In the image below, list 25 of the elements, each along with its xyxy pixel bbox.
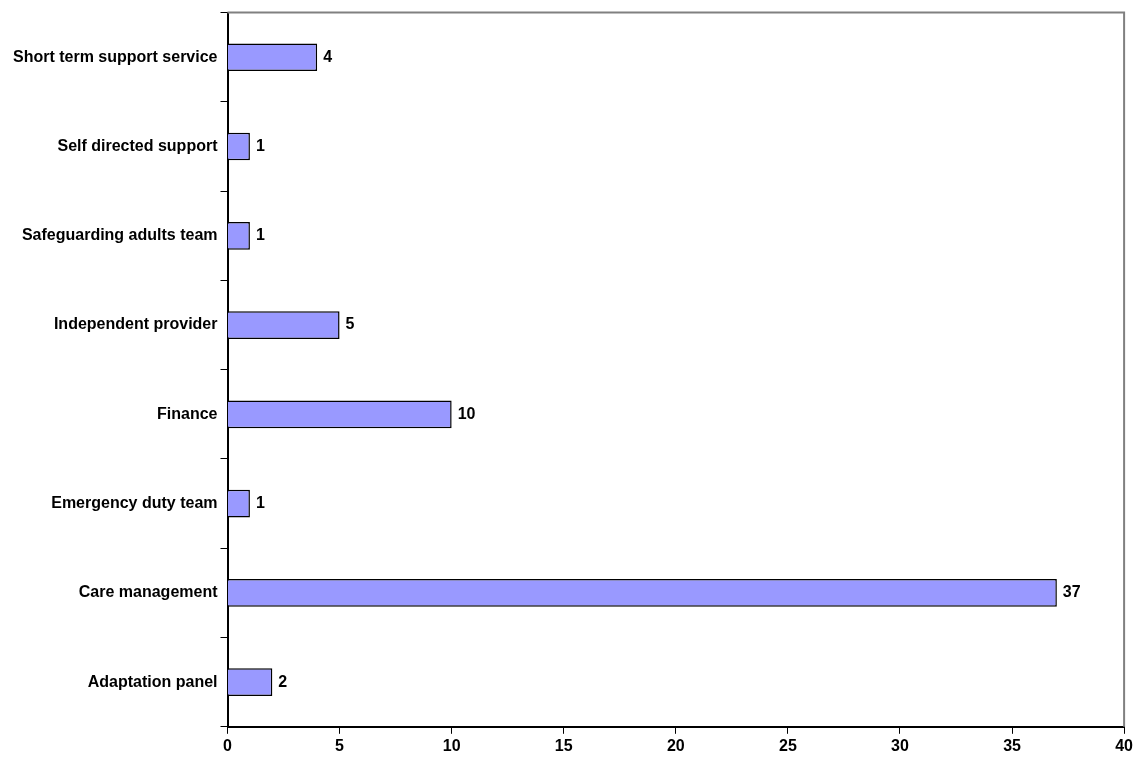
x-tick-label: 30 [891,736,909,754]
x-tick-label: 10 [442,736,461,754]
x-tick-label: 25 [778,736,797,754]
y-tick-label: Emergency duty team [51,494,218,512]
data-label: 2 [278,672,288,690]
y-tick-label: Independent provider [53,315,218,333]
y-tick-label: Self directed support [57,136,219,154]
y-tick-label: Short term support service [13,47,218,65]
y-tick-label: Care management [78,583,219,601]
data-label: 1 [255,136,265,154]
data-label: 1 [255,226,265,244]
y-tick-label: Safeguarding adults team [21,226,218,244]
y-tick-label: Adaptation panel [87,672,218,690]
data-label: 10 [457,404,476,422]
data-label: 1 [255,494,265,512]
y-tick-label: Finance [157,404,218,422]
x-tick-label: 15 [554,736,573,754]
x-tick-label: 35 [1003,736,1022,754]
x-tick-label: 20 [666,736,685,754]
data-label: 5 [345,315,355,333]
x-tick-label: 5 [335,736,345,754]
x-tick-label: 40 [1115,736,1134,754]
data-label: 37 [1062,583,1081,601]
x-tick-label: 0 [223,736,233,754]
data-label: 4 [323,47,333,65]
